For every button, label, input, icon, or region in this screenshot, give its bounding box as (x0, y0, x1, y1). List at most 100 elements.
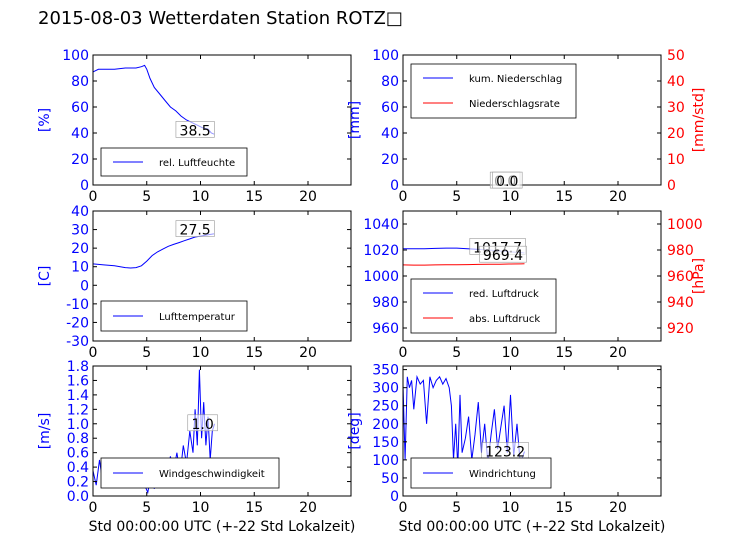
y-tick-label: 0 (390, 489, 399, 505)
y-tick-label: -20 (66, 315, 89, 331)
y-tick-label: 40 (381, 126, 399, 142)
legend-entry: red. Luftdruck (469, 289, 539, 300)
y-tick-label-right: 1000 (667, 217, 703, 233)
y-tick-label: 50 (381, 471, 399, 487)
y-tick-label: 1.2 (67, 402, 89, 418)
y-tick-label-right: 40 (667, 74, 685, 90)
x-tick-label: 0 (399, 345, 408, 361)
y-tick-label: 20 (71, 152, 89, 168)
y-tick-label: 1000 (363, 269, 399, 285)
y-tick-label: 300 (372, 381, 399, 397)
x-tick-label: 0 (89, 345, 98, 361)
annotation-box (175, 121, 215, 138)
legend-box (410, 278, 557, 334)
annotation-value-1: 0.0 (496, 174, 518, 190)
y-tick-label: 80 (381, 74, 399, 90)
x-tick-label: 15 (555, 500, 573, 516)
y-tick-label: 0.2 (67, 475, 89, 491)
y-tick-label: 1.8 (67, 359, 89, 375)
y-tick-label: 1.4 (67, 388, 89, 404)
y-tick-label: 0.4 (67, 460, 89, 476)
y-tick-label: 1040 (363, 217, 399, 233)
series-line-wind-direction-0 (402, 374, 525, 468)
legend-entry: Windrichtung (469, 469, 536, 480)
plot-frame (402, 365, 662, 497)
x-tick-label: 5 (142, 345, 151, 361)
y-tick-label: -30 (66, 334, 89, 350)
y-tick-label: 150 (372, 435, 399, 451)
legend-entry: kum. Niederschlag (469, 74, 562, 85)
y-tick-label: 1020 (363, 243, 399, 259)
y-tick-label: 960 (372, 321, 399, 337)
y-axis-label-right: [mm/std] (691, 88, 707, 153)
x-tick-label: 10 (502, 345, 520, 361)
x-tick-label: 20 (299, 189, 317, 205)
y-tick-label-right: 0 (667, 178, 676, 194)
x-tick-label: 15 (555, 345, 573, 361)
annotation-box (492, 171, 523, 189)
y-tick-label-right: 960 (667, 269, 694, 285)
y-tick-label: 0.0 (67, 489, 89, 505)
y-tick-label-right: 940 (667, 295, 694, 311)
x-tick-label: 0 (89, 500, 98, 516)
x-tick-label: 10 (192, 500, 210, 516)
x-tick-label: 20 (609, 189, 627, 205)
annotation-value-0: 1.0 (192, 417, 214, 433)
page-title: 2015-08-03 Wetterdaten Station ROTZ□ (38, 8, 403, 29)
y-tick-label: 20 (71, 241, 89, 257)
y-axis-label-right: [hPa] (691, 258, 707, 294)
y-tick-label: 10 (71, 260, 89, 276)
y-tick-label: 60 (71, 100, 89, 116)
x-tick-label: 20 (299, 500, 317, 516)
y-axis-label: [%] (37, 108, 53, 132)
y-tick-label: 350 (372, 363, 399, 379)
plot-frame (92, 210, 352, 342)
y-tick-label: 40 (71, 204, 89, 220)
series-line-temperature-0 (92, 233, 215, 269)
y-tick-label: 20 (381, 152, 399, 168)
y-tick-label: 100 (372, 453, 399, 469)
y-tick-label-right: 980 (667, 243, 694, 259)
y-tick-label-right: 10 (667, 152, 685, 168)
chart-pressure: 0 5 10 15 20 960 980 1000 1020 1040 920 940 960 980 10… (363, 210, 707, 361)
x-tick-label: 5 (142, 500, 151, 516)
annotation-box (175, 220, 215, 237)
y-axis-label: [m/s] (37, 413, 53, 450)
y-tick-label: 1.0 (67, 417, 89, 433)
legend-entry: Niederschlagsrate (469, 99, 560, 110)
series-line-pressure-1 (402, 263, 525, 266)
x-tick-label: 0 (89, 189, 98, 205)
x-tick-label: 15 (555, 189, 573, 205)
annotation-box (187, 414, 218, 432)
x-axis-label: Std 00:00:00 UTC (+-22 Std Lokalzeit) (89, 519, 356, 535)
annotation-box (479, 245, 527, 263)
x-tick-label: 20 (609, 500, 627, 516)
x-tick-label: 10 (502, 500, 520, 516)
x-tick-label: 5 (452, 189, 461, 205)
chart-humidity: 0 5 10 15 20 0 20 40 60 80 100 [%] 38.5 rel. Luftfeuc… (37, 48, 352, 205)
x-tick-label: 20 (609, 345, 627, 361)
chart-precip: 0 5 10 15 20 0 20 40 60 80 100 0 10 20 30 40 50 [mm] [mm/s… (347, 48, 707, 205)
x-tick-label: 5 (142, 189, 151, 205)
y-tick-label: -10 (66, 297, 89, 313)
y-tick-label: 30 (71, 223, 89, 239)
annotation-value-0: 27.5 (180, 223, 211, 239)
plot-frame (402, 54, 662, 186)
x-tick-label: 0 (399, 189, 408, 205)
y-axis-label: [deg] (347, 412, 363, 449)
legend-entry: Lufttemperatur (159, 312, 236, 323)
y-axis-label: [C] (37, 266, 53, 287)
y-tick-label: 80 (71, 74, 89, 90)
y-tick-label: 980 (372, 295, 399, 311)
legend-entry: rel. Luftfeuchte (159, 158, 235, 169)
annotation-value-1: 969.4 (483, 248, 523, 264)
y-tick-label: 100 (372, 48, 399, 64)
y-tick-label-right: 30 (667, 100, 685, 116)
legend-entry: abs. Luftdruck (469, 314, 540, 325)
y-tick-label: 0 (80, 178, 89, 194)
y-tick-label: 40 (71, 126, 89, 142)
y-tick-label: 100 (62, 48, 89, 64)
y-tick-label: 0 (390, 178, 399, 194)
